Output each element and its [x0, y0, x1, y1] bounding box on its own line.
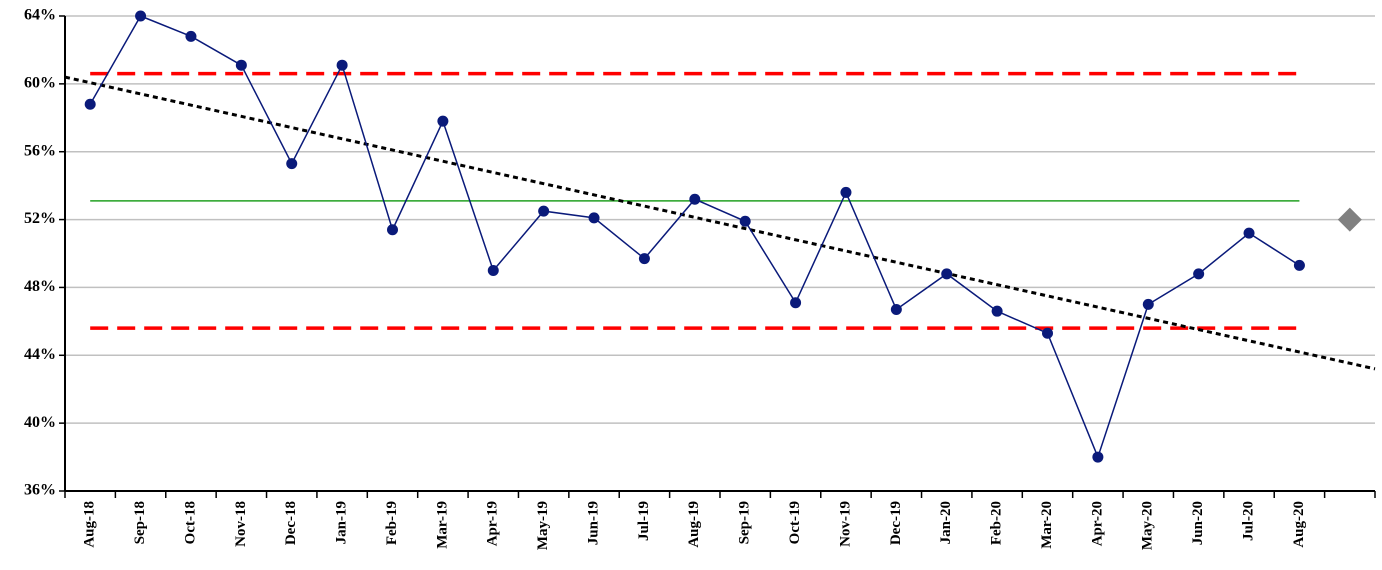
point-marker: [185, 30, 197, 42]
x-tick-label: Aug-20: [1291, 501, 1307, 548]
y-tick-label: 36%: [24, 482, 56, 499]
x-tick-label: Apr-19: [485, 501, 501, 546]
y-tick-label: 64%: [24, 7, 56, 24]
y-tick-label: 60%: [24, 75, 56, 92]
point-marker: [1042, 327, 1053, 339]
point-marker: [588, 212, 600, 224]
point-marker: [1243, 227, 1255, 239]
point-marker: [638, 253, 650, 265]
x-tick-label: Sep-19: [737, 501, 753, 544]
point-marker: [135, 10, 147, 22]
series-line: [89, 15, 1300, 460]
y-tick-label: 52%: [24, 210, 56, 227]
x-tick-label: Feb-20: [989, 501, 1005, 545]
x-tick-label: May-20: [1140, 501, 1156, 550]
x-tick-label: Mar-20: [1039, 501, 1055, 549]
x-tick-label: Aug-18: [82, 501, 98, 548]
x-tick-label: Apr-20: [1089, 501, 1105, 546]
point-marker: [1092, 451, 1104, 463]
point-marker: [991, 305, 1003, 317]
point-marker: [336, 59, 348, 71]
point-marker: [286, 158, 298, 170]
point-marker: [890, 303, 902, 315]
y-tick-label: 44%: [24, 346, 56, 363]
point-marker: [941, 268, 953, 280]
x-tick-label: Jan-19: [334, 501, 350, 544]
point-marker: [235, 59, 247, 71]
y-tick-label: 48%: [24, 278, 56, 295]
point-marker: [689, 193, 701, 205]
point-marker: [840, 186, 852, 198]
x-tick-label: Mar-19: [434, 501, 450, 549]
point-marker: [487, 264, 499, 276]
point-marker: [1293, 259, 1305, 271]
y-tick-label: 40%: [24, 414, 56, 431]
x-tick-label: Sep-18: [132, 501, 148, 544]
point-marker: [739, 215, 751, 227]
x-tick-label: Jun-20: [1190, 501, 1206, 545]
point-marker: [1193, 268, 1205, 280]
x-tick-label: Jul-19: [636, 501, 652, 541]
x-tick-label: Jun-19: [585, 501, 601, 545]
point-marker: [790, 297, 802, 309]
point-marker: [84, 98, 96, 110]
x-tick-label: Nov-18: [233, 501, 249, 547]
x-tick-label: Dec-18: [283, 501, 299, 545]
x-tick-label: Oct-18: [182, 501, 198, 544]
x-tick-label: Dec-19: [888, 501, 904, 545]
point-marker: [538, 205, 550, 217]
trend-line: [64, 75, 1376, 371]
point-marker: [437, 115, 449, 127]
x-tick-label: May-19: [535, 501, 551, 550]
point-marker: [387, 224, 398, 236]
diamond-marker: [1337, 207, 1362, 232]
x-tick-label: Jan-20: [938, 501, 954, 544]
point-marker: [1142, 298, 1154, 310]
x-tick-label: Feb-19: [384, 501, 400, 545]
y-tick-label: 56%: [24, 142, 56, 159]
x-tick-label: Nov-19: [837, 501, 853, 547]
x-tick-label: Oct-19: [787, 501, 803, 544]
x-tick-label: Jul-20: [1240, 501, 1256, 541]
x-tick-label: Aug-19: [686, 501, 702, 548]
